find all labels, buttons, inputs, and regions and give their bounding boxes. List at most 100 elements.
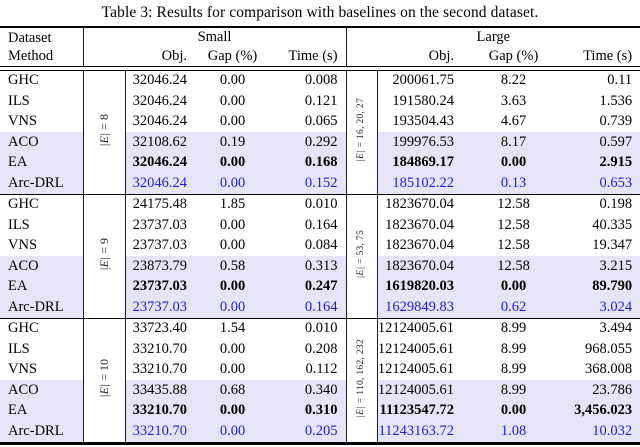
- gap-large-cell: 0.62: [462, 297, 566, 319]
- obj-large-cell: 1823670.04: [385, 196, 455, 213]
- header-spacer: [346, 47, 377, 67]
- method-cell: Arc-DRL: [0, 421, 84, 444]
- method-cell: GHC: [0, 318, 84, 340]
- time-large-cell: 2.915: [565, 152, 640, 174]
- obj-large-cell: 200061.75: [392, 72, 455, 89]
- col-header-gap-small: Gap (%): [207, 47, 258, 64]
- table-row-ghc: GHC |E| = 9 24175.48 1.85 0.010 |E| = 53, 75 1…: [0, 194, 640, 319]
- obj-small-cell: 32046.24: [132, 92, 187, 109]
- obj-small-cell: 33210.70: [132, 340, 187, 357]
- method-cell: GHC: [0, 194, 84, 216]
- obj-large-cell: 185102.22: [377, 173, 463, 195]
- gap-large-cell: 0.13: [462, 173, 566, 195]
- gap-large-cell: 12.58: [497, 216, 530, 233]
- time-small-cell: 0.168: [270, 152, 347, 174]
- obj-small-cell: 33210.70: [125, 421, 195, 444]
- obj-large-cell: 12124005.61: [377, 320, 455, 337]
- obj-small-cell: 33723.40: [132, 320, 187, 337]
- gap-large-cell: 12.58: [462, 256, 566, 277]
- obj-small-cell: 32046.24: [132, 113, 187, 130]
- gap-small-cell: 0.00: [195, 421, 270, 444]
- time-large-cell: 3.024: [565, 297, 640, 319]
- obj-small-cell: 32046.24: [125, 152, 195, 174]
- obj-small-cell: 33210.70: [125, 400, 195, 422]
- table-row-aco: ACO 33435.88 0.68 0.340 12124005.61 8.99 23.78…: [0, 380, 640, 401]
- header-sub-row: Obj. Gap (%) Time (s) Obj. Gap (%) Time …: [0, 47, 640, 67]
- obj-large-cell: 1823670.04: [385, 237, 455, 254]
- time-large-cell: 0.739: [599, 113, 633, 130]
- obj-small-cell: 32046.24: [132, 72, 187, 89]
- obj-large-cell: 12124005.61: [377, 340, 455, 357]
- gap-large-cell: 8.17: [462, 132, 566, 153]
- gap-large-cell: 8.22: [500, 72, 527, 89]
- method-cell: VNS: [0, 111, 84, 133]
- edge-count-rotated-text: |E| = 8: [97, 114, 111, 147]
- edge-count-label-small: |E| = 10: [83, 318, 126, 444]
- time-large-cell: 23.786: [565, 380, 640, 401]
- edge-count-label-large: |E| = 16, 20, 27: [346, 70, 378, 195]
- obj-large-cell: 12124005.61: [377, 361, 455, 378]
- method-cell: Arc-DRL: [0, 297, 84, 319]
- edge-count-value: = 53, 75: [355, 229, 366, 267]
- edge-count-value: = 16, 20, 27: [355, 98, 366, 151]
- obj-large-cell: 12124005.61: [377, 380, 463, 401]
- gap-large-cell: 3.63: [500, 92, 527, 109]
- gap-small-cell: 0.00: [195, 152, 270, 174]
- gap-large-cell: 0.00: [462, 400, 566, 422]
- time-small-cell: 0.152: [270, 173, 347, 195]
- gap-large-cell: 1.08: [462, 421, 566, 444]
- header-dataset-label: Dataset: [8, 30, 52, 46]
- edge-set-symbol: |E|: [355, 266, 366, 279]
- time-large-cell: 0.653: [565, 173, 640, 195]
- edge-count-rotated-text: |E| = 53, 75: [355, 229, 367, 279]
- table-row-vns: VNS 32046.24 0.00 0.065 193504.43 4.67 0.739: [0, 111, 640, 133]
- edge-count-label-large: |E| = 110, 162, 232: [346, 318, 378, 444]
- obj-large-cell: 11123547.72: [377, 400, 463, 422]
- obj-small-cell: 33435.88: [125, 380, 195, 401]
- method-cell: EA: [0, 152, 84, 174]
- edge-set-symbol: |E|: [96, 383, 111, 398]
- gap-small-cell: 1.54: [219, 320, 246, 337]
- time-small-cell: 0.084: [270, 235, 347, 257]
- time-large-cell: 1.536: [599, 92, 633, 109]
- time-small-cell: 0.065: [270, 111, 347, 133]
- col-header-obj-large: Obj.: [428, 47, 455, 64]
- obj-large-cell: 11243163.72: [377, 421, 463, 444]
- time-small-cell: 0.292: [270, 132, 347, 153]
- edge-count-label-small: |E| = 8: [83, 70, 126, 195]
- header-group-row: Dataset Method Small Large: [0, 27, 640, 67]
- time-large-cell: 3.215: [565, 256, 640, 277]
- time-small-cell: 0.112: [270, 359, 347, 381]
- gap-small-cell: 0.00: [219, 113, 246, 130]
- obj-small-cell: 23737.03: [132, 216, 187, 233]
- method-cell: ACO: [0, 380, 84, 401]
- gap-large-cell: 8.99: [500, 361, 527, 378]
- method-cell: ACO: [0, 256, 84, 277]
- gap-small-cell: 0.00: [219, 92, 246, 109]
- time-small-cell: 0.313: [270, 256, 347, 277]
- time-small-cell: 0.121: [270, 91, 347, 112]
- obj-small-cell: 23873.79: [125, 256, 195, 277]
- obj-large-cell: 193504.43: [392, 113, 455, 130]
- time-small-cell: 0.310: [270, 400, 347, 422]
- edge-count-label-small: |E| = 9: [83, 194, 126, 319]
- time-small-cell: 0.205: [270, 421, 347, 444]
- obj-small-cell: 33210.70: [132, 361, 187, 378]
- header-method-label: Method: [8, 48, 54, 64]
- table-row-arc-drl: Arc-DRL 32046.24 0.00 0.152 185102.22 0.13 0.6…: [0, 173, 640, 195]
- table-row-aco: ACO 32108.62 0.19 0.292 199976.53 8.17 0.597: [0, 132, 640, 153]
- time-small-cell: 0.010: [270, 318, 347, 340]
- obj-small-cell: 32046.24: [125, 173, 195, 195]
- time-small-cell: 0.208: [270, 339, 347, 360]
- gap-small-cell: 0.00: [195, 297, 270, 319]
- col-group-small: Small: [83, 27, 347, 47]
- edge-count-value: = 10: [96, 358, 111, 384]
- method-cell: EA: [0, 400, 84, 422]
- gap-small-cell: 0.00: [219, 361, 246, 378]
- table-row-aco: ACO 23873.79 0.58 0.313 1823670.04 12.58 3.215: [0, 256, 640, 277]
- edge-count-rotated-text: |E| = 110, 162, 232: [356, 339, 367, 418]
- method-cell: VNS: [0, 359, 84, 381]
- time-large-cell: 0.597: [565, 132, 640, 153]
- col-header-dataset-method: Dataset Method: [0, 27, 84, 67]
- gap-small-cell: 0.00: [195, 276, 270, 298]
